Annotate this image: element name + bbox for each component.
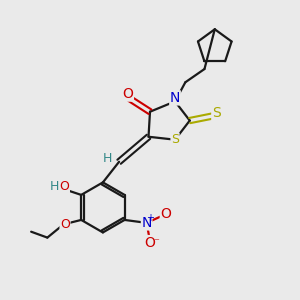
Text: O: O — [59, 180, 69, 193]
Text: O: O — [160, 207, 171, 221]
Text: O: O — [60, 218, 70, 231]
Text: S: S — [212, 106, 220, 120]
Text: N: N — [142, 216, 152, 230]
Text: H: H — [50, 180, 59, 193]
Text: O: O — [144, 236, 155, 250]
Text: S: S — [171, 133, 179, 146]
Text: O: O — [122, 87, 134, 101]
Text: +: + — [146, 213, 154, 223]
Text: H: H — [103, 152, 112, 165]
Text: N: N — [170, 91, 180, 105]
Text: ⁻: ⁻ — [153, 238, 159, 248]
